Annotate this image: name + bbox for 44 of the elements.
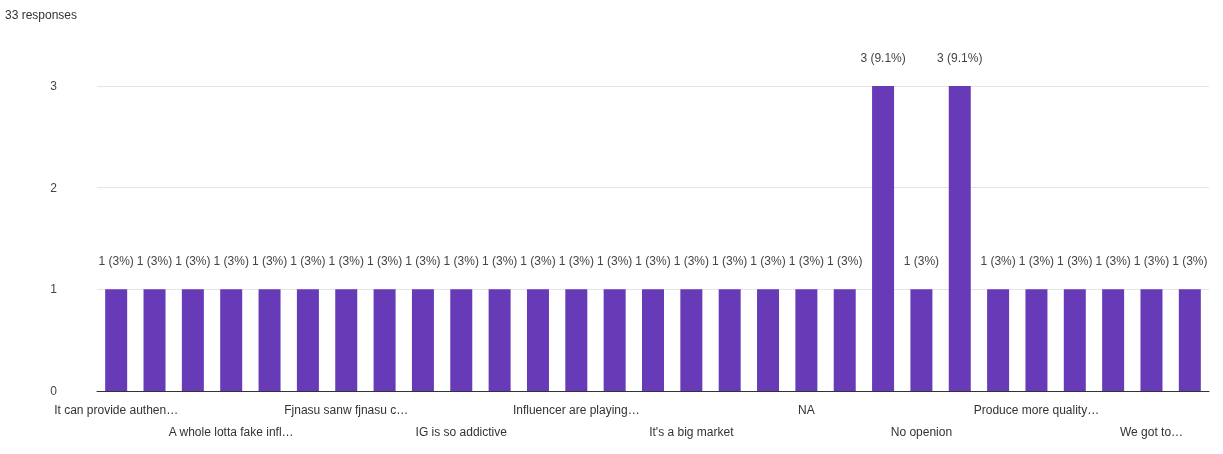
data-label: 1 (3%) — [1172, 254, 1208, 269]
x-tick-label: It's a big market — [649, 425, 735, 439]
data-label: 1 (3%) — [136, 254, 173, 269]
x-tick-label: It can provide authen… — [54, 403, 179, 417]
data-label: 1 (3%) — [788, 254, 825, 269]
data-label: 1 (3%) — [481, 254, 518, 269]
data-label: 1 (3%) — [175, 254, 211, 269]
data-label: 1 (3%) — [366, 254, 403, 269]
data-label: 1 (3%) — [405, 254, 441, 269]
data-label: 1 (3%) — [1057, 254, 1093, 269]
data-label: 1 (3%) — [443, 254, 479, 269]
data-label: 1 (3%) — [1095, 254, 1131, 269]
data-label: 1 (3%) — [827, 254, 863, 269]
y-tick-label: 3 — [50, 79, 58, 93]
data-label: 3 (9.1%) — [937, 51, 983, 65]
chart-subtitle: 33 responses — [5, 8, 78, 22]
data-label: 3 (9.1%) — [860, 51, 906, 65]
x-tick-label: Fjnasu sanw fjnasu c… — [284, 403, 409, 417]
x-tick-label: Produce more quality… — [973, 403, 1100, 417]
data-label: 1 (3%) — [980, 254, 1016, 269]
x-tick-label: We got to… — [1119, 425, 1184, 439]
data-label: 1 (3%) — [635, 254, 671, 269]
data-label: 1 (3%) — [596, 254, 633, 269]
data-label: 1 (3%) — [673, 254, 710, 269]
data-label: 1 (3%) — [290, 254, 326, 269]
y-tick-label: 1 — [50, 282, 58, 297]
data-label: 1 (3%) — [520, 254, 556, 269]
x-tick-label: Influencer are playing… — [512, 403, 640, 417]
x-tick-label: A whole lotta fake infl… — [168, 425, 294, 439]
data-label: 1 (3%) — [1133, 254, 1170, 269]
data-label: 1 (3%) — [251, 254, 288, 269]
data-label: 1 (3%) — [213, 254, 249, 269]
data-label: 1 (3%) — [328, 254, 364, 269]
data-label: 1 (3%) — [712, 254, 748, 269]
x-tick-label: IG is so addictive — [415, 425, 508, 439]
x-tick-label: No openion — [890, 425, 953, 439]
x-tick-label: NA — [798, 403, 815, 417]
data-label: 1 (3%) — [750, 254, 786, 269]
data-label: 1 (3%) — [558, 254, 594, 269]
data-label: 1 (3%) — [98, 254, 134, 269]
data-label: 1 (3%) — [903, 254, 940, 269]
data-label: 1 (3%) — [1018, 254, 1055, 269]
y-tick-label: 0 — [50, 384, 58, 398]
y-tick-label: 2 — [50, 180, 58, 195]
